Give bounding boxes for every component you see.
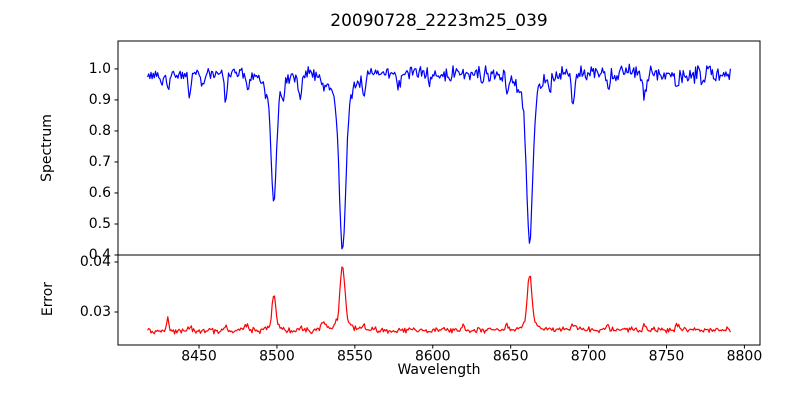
error-y-tick-label: 0.03 [80, 304, 111, 320]
error-line [147, 266, 731, 335]
spectrum-line [147, 63, 731, 250]
spectrum-y-tick-label: 0.8 [89, 123, 111, 139]
x-tick-label: 8550 [337, 349, 373, 365]
spectrum-y-tick-label: 0.7 [89, 154, 111, 170]
x-tick-label: 8800 [727, 349, 763, 365]
error-y-tick-label: 0.04 [80, 254, 111, 270]
spectrum-y-tick-label: 0.9 [89, 92, 111, 108]
x-tick-label: 8600 [415, 349, 451, 365]
x-tick-label: 8450 [181, 349, 217, 365]
spectrum-y-tick-label: 0.6 [89, 185, 111, 201]
chart-title: 20090728_2223m25_039 [330, 11, 548, 31]
spectrum-y-tick-label: 0.5 [89, 216, 111, 232]
ticks-layer: 8450 8500 8550 8600 8650 8700 8750 8800 1.0 0.9 0.… [80, 61, 762, 365]
x-tick-label: 8650 [493, 349, 529, 365]
spectrum-y-tick-label: 1.0 [89, 61, 111, 77]
spectrum-y-tick-label: 0.4 [89, 247, 111, 263]
x-axis-label: Wavelength [397, 362, 481, 378]
error-y-axis-label: Error [40, 281, 56, 317]
x-tick-label: 8700 [571, 349, 607, 365]
error-axes-frame [117, 254, 761, 346]
spectrum-y-axis-label: Spectrum [39, 114, 55, 182]
x-tick-label: 8750 [649, 349, 685, 365]
x-tick-label: 8500 [259, 349, 295, 365]
